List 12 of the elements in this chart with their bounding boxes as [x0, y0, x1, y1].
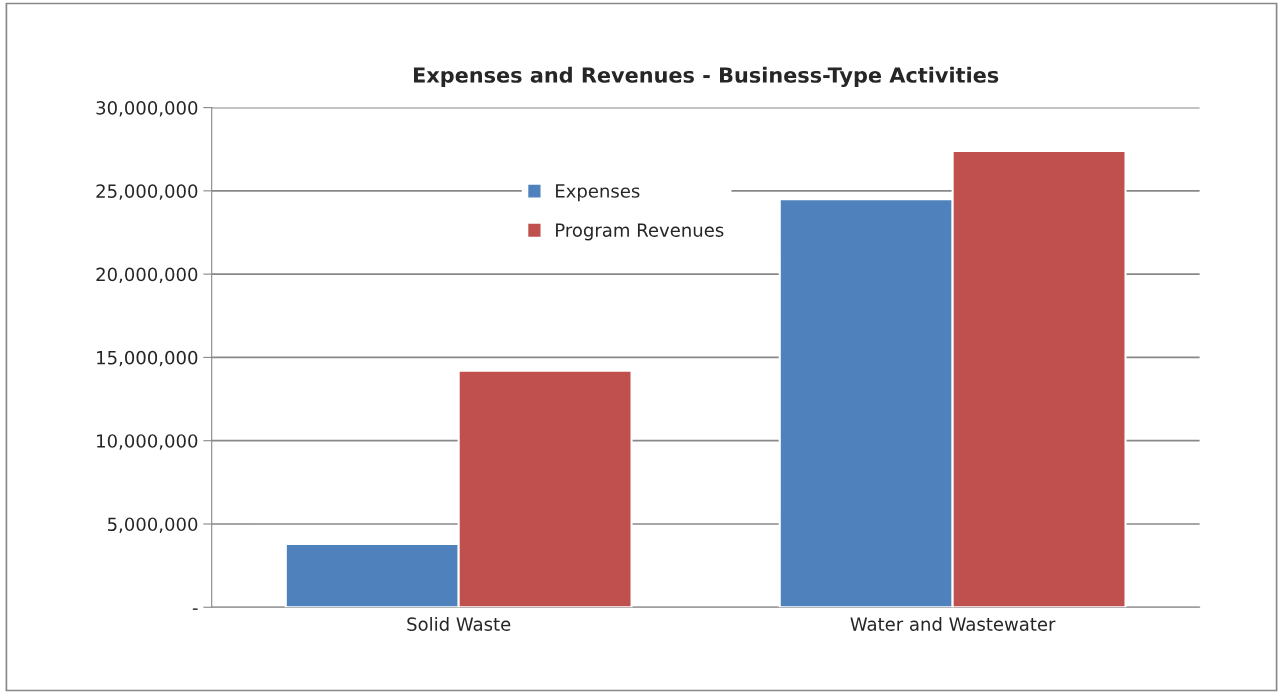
x-tick-label: Solid Waste: [407, 616, 511, 631]
legend-label: Expenses: [556, 184, 640, 202]
legend-label: Program Revenues: [556, 223, 724, 241]
y-tick-label: 30,000,000: [96, 101, 198, 117]
chart-title: Expenses and Revenues - Business-Type Activities: [414, 66, 999, 88]
y-tick-label: 25,000,000: [96, 184, 198, 200]
y-tick-label: -: [192, 608, 198, 610]
y-tick-label: 20,000,000: [96, 267, 198, 284]
y-tick-label: 5,000,000: [108, 517, 198, 533]
y-tick-label: 15,000,000: [97, 350, 198, 367]
y-tick-label: 10,000,000: [97, 434, 198, 450]
x-tick-label: Water and Wastewater: [850, 616, 1056, 631]
